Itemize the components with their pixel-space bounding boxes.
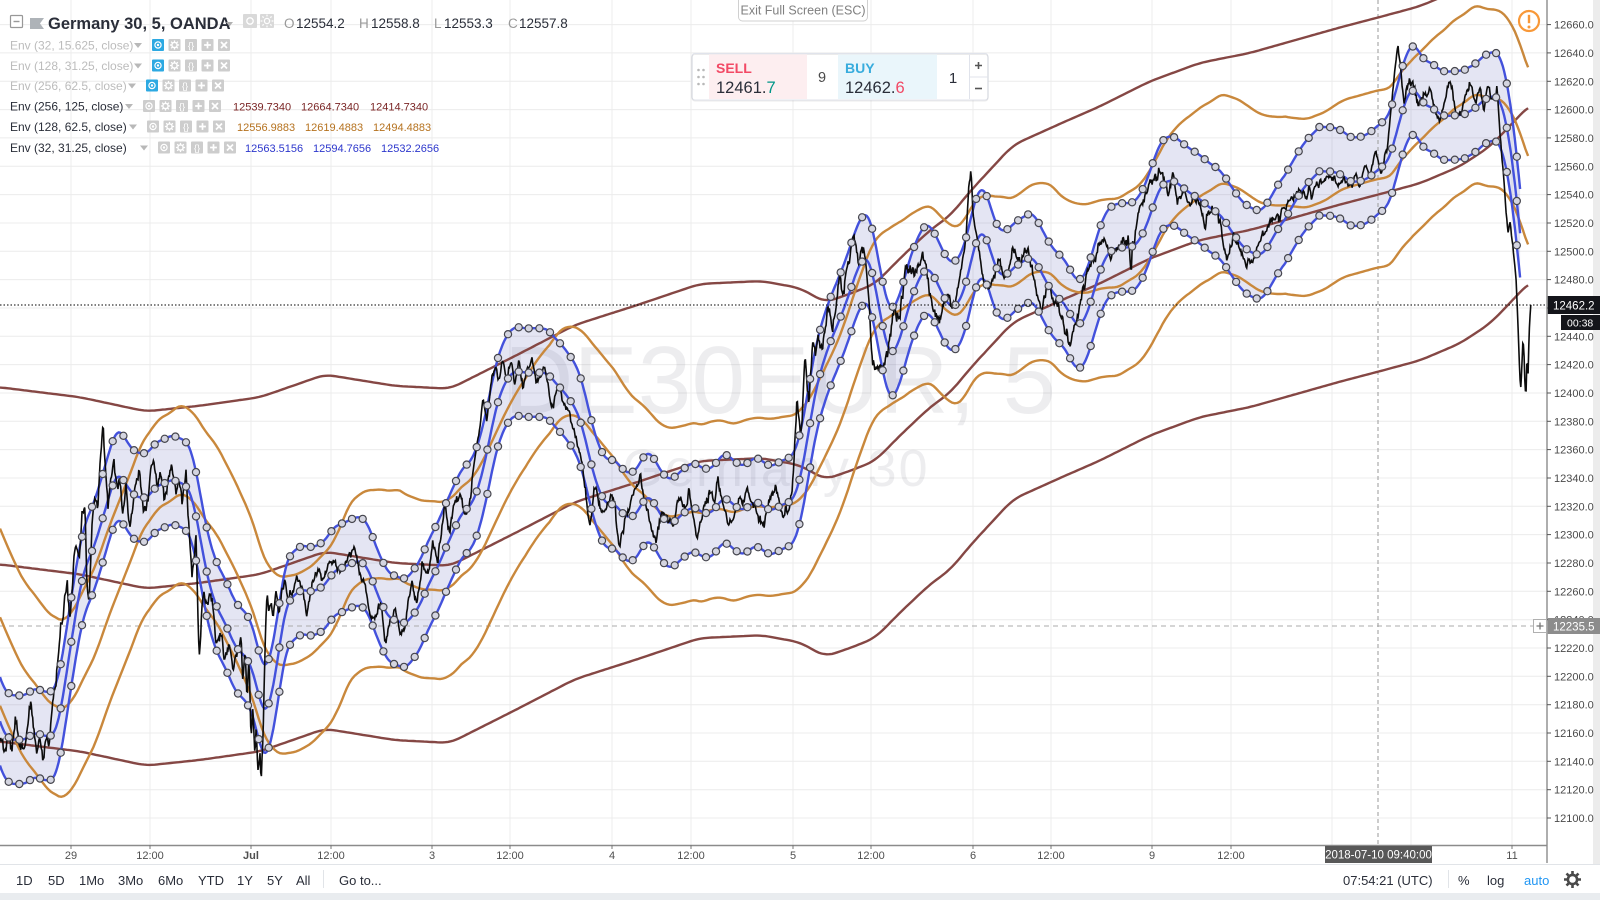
svg-text:1Mo: 1Mo [79,873,104,888]
svg-text:12553.3: 12553.3 [444,16,493,31]
svg-text:12200.0: 12200.0 [1554,671,1594,683]
svg-text:12563.5156: 12563.5156 [245,143,303,155]
svg-text:12660.0: 12660.0 [1554,20,1594,32]
svg-text:12494.4883: 12494.4883 [373,122,431,134]
svg-text:BUY: BUY [845,60,875,76]
svg-text:12:00: 12:00 [677,850,705,862]
svg-text:12400.0: 12400.0 [1554,388,1594,400]
svg-text:Go to...: Go to... [339,873,382,888]
svg-text:12:00: 12:00 [136,850,164,862]
svg-text:3Mo: 3Mo [118,873,143,888]
svg-text:12558.8: 12558.8 [371,16,420,31]
svg-text:All: All [296,873,311,888]
svg-text:YTD: YTD [198,873,224,888]
svg-text:{}: {} [188,41,194,52]
svg-text:{}: {} [179,102,185,113]
svg-text:1Y: 1Y [237,873,253,888]
svg-text:9: 9 [1149,850,1155,862]
svg-text:Env (32, 31.25, close): Env (32, 31.25, close) [10,141,127,155]
svg-text:12440.0: 12440.0 [1554,331,1594,343]
svg-text:12640.0: 12640.0 [1554,48,1594,60]
svg-text:1: 1 [949,70,957,87]
svg-text:Env (256, 62.5, close): Env (256, 62.5, close) [10,79,127,93]
svg-text:C: C [508,16,518,31]
svg-text:12:00: 12:00 [496,850,524,862]
svg-text:12:00: 12:00 [1037,850,1065,862]
svg-text:12540.0: 12540.0 [1554,190,1594,202]
svg-text:H: H [359,16,369,31]
svg-text:12500.0: 12500.0 [1554,246,1594,258]
svg-text:5: 5 [790,850,796,862]
svg-text:2018-07-10 09:40:00: 2018-07-10 09:40:00 [1325,850,1432,862]
svg-text:{}: {} [183,122,189,133]
svg-text:12280.0: 12280.0 [1554,558,1594,570]
svg-text:12520.0: 12520.0 [1554,218,1594,230]
svg-text:%: % [1458,873,1470,888]
svg-text:L: L [434,16,442,31]
svg-text:{}: {} [182,81,188,92]
svg-text:Germany 30, 5, OANDA: Germany 30, 5, OANDA [48,15,231,33]
svg-text:11: 11 [1506,850,1517,862]
svg-text:{}: {} [188,61,194,72]
svg-text:6: 6 [970,850,976,862]
svg-text:12160.0: 12160.0 [1554,728,1594,740]
svg-text:12360.0: 12360.0 [1554,445,1594,457]
svg-text:12461.7: 12461.7 [716,79,776,97]
svg-text:O: O [284,16,295,31]
svg-text:log: log [1487,873,1504,888]
svg-text:auto: auto [1524,873,1549,888]
svg-text:29: 29 [65,850,77,862]
svg-text:12120.0: 12120.0 [1554,785,1594,797]
svg-text:12532.2656: 12532.2656 [381,143,439,155]
svg-text:12414.7340: 12414.7340 [370,102,428,114]
svg-text:Env (128, 62.5, close): Env (128, 62.5, close) [10,120,127,134]
svg-text:6Mo: 6Mo [158,873,183,888]
svg-text:12580.0: 12580.0 [1554,133,1594,145]
svg-text:Env (128, 31.25, close): Env (128, 31.25, close) [10,59,133,73]
svg-text:12556.9883: 12556.9883 [237,122,295,134]
svg-text:3: 3 [429,850,435,862]
svg-text:12:00: 12:00 [857,850,885,862]
svg-text:DE30EUR, 5: DE30EUR, 5 [504,327,1056,434]
svg-text:9: 9 [818,70,826,86]
svg-text:12:00: 12:00 [1217,850,1245,862]
svg-text:12320.0: 12320.0 [1554,501,1594,513]
svg-text:12235.5: 12235.5 [1553,622,1595,634]
svg-text:12260.0: 12260.0 [1554,586,1594,598]
svg-text:12664.7340: 12664.7340 [301,102,359,114]
svg-text:12557.8: 12557.8 [519,16,568,31]
svg-text:12619.4883: 12619.4883 [305,122,363,134]
svg-text:SELL: SELL [716,60,752,76]
svg-text:12594.7656: 12594.7656 [313,143,371,155]
svg-text:12140.0: 12140.0 [1554,756,1594,768]
svg-text:12300.0: 12300.0 [1554,530,1594,542]
svg-text:1D: 1D [16,873,33,888]
svg-text:12220.0: 12220.0 [1554,643,1594,655]
svg-text:12462.2: 12462.2 [1553,301,1595,313]
svg-text:Jul: Jul [243,850,259,862]
svg-text:{}: {} [194,143,200,154]
svg-text:12420.0: 12420.0 [1554,360,1594,372]
svg-text:12600.0: 12600.0 [1554,105,1594,117]
svg-text:00:38: 00:38 [1567,318,1593,330]
svg-text:12340.0: 12340.0 [1554,473,1594,485]
svg-text:12100.0: 12100.0 [1554,813,1594,825]
svg-text:5D: 5D [48,873,65,888]
svg-text:12539.7340: 12539.7340 [233,102,291,114]
svg-text:12560.0: 12560.0 [1554,161,1594,173]
svg-text:Env (32, 15.625, close): Env (32, 15.625, close) [10,39,133,53]
svg-text:12462.6: 12462.6 [845,79,905,97]
svg-text:12620.0: 12620.0 [1554,76,1594,88]
svg-text:Env (256, 125, close): Env (256, 125, close) [10,100,123,114]
svg-text:4: 4 [609,850,615,862]
svg-text:Exit Full Screen (ESC): Exit Full Screen (ESC) [740,4,865,18]
svg-text:12554.2: 12554.2 [296,16,345,31]
svg-text:07:54:21 (UTC): 07:54:21 (UTC) [1343,873,1433,888]
svg-text:5Y: 5Y [267,873,283,888]
svg-text:12:00: 12:00 [317,850,345,862]
svg-text:12380.0: 12380.0 [1554,416,1594,428]
svg-text:12480.0: 12480.0 [1554,275,1594,287]
svg-text:12180.0: 12180.0 [1554,700,1594,712]
